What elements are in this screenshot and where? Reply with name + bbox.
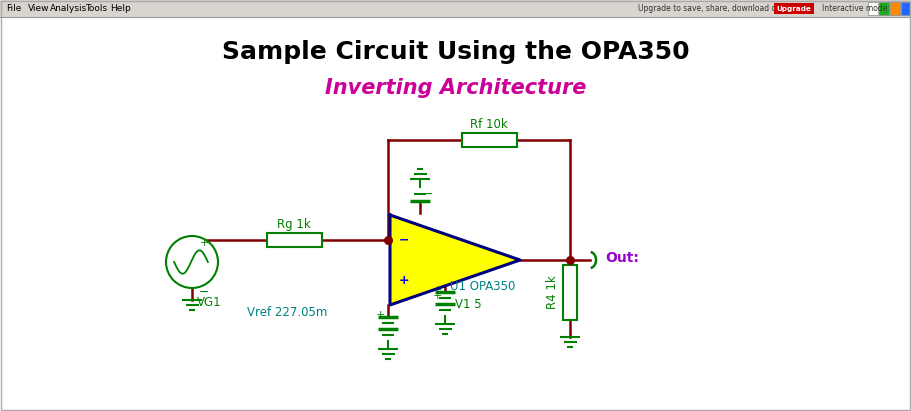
Polygon shape [390,215,520,305]
Text: +: + [399,273,409,286]
Text: Out:: Out: [605,251,639,265]
Text: U1 OPA350: U1 OPA350 [450,279,516,293]
Circle shape [166,236,218,288]
Bar [563,265,577,319]
Text: −: − [199,286,210,298]
Text: +: + [200,238,210,248]
Text: Help: Help [110,4,131,13]
Text: VG1: VG1 [197,296,221,309]
Bar [868,2,878,15]
Text: Vref 227.05m: Vref 227.05m [247,305,327,319]
Text: −: − [424,189,434,199]
Bar [462,133,517,147]
Bar [890,2,900,15]
Text: Inverting Architecture: Inverting Architecture [325,78,587,98]
Text: Analysis: Analysis [50,4,87,13]
Bar [901,2,911,15]
Text: R4 1k: R4 1k [547,275,559,309]
Text: File: File [6,4,21,13]
Text: +: + [376,310,385,320]
Bar [879,2,889,15]
Text: Rf 10k: Rf 10k [470,118,507,131]
Text: +: + [433,291,443,301]
Text: +: + [433,285,443,295]
Text: Sample Circuit Using the OPA350: Sample Circuit Using the OPA350 [222,40,690,64]
Text: Interactive mode:: Interactive mode: [822,4,890,13]
Text: Upgrade: Upgrade [776,5,812,12]
Bar [0,0,911,17]
Text: V1 5: V1 5 [455,298,482,310]
Bar [774,3,814,14]
Bar [267,233,322,247]
Text: −: − [399,233,409,247]
Text: Upgrade to save, share, download circuits: Upgrade to save, share, download circuit… [638,4,799,13]
Text: Rg 1k: Rg 1k [277,217,311,231]
Text: Tools: Tools [85,4,107,13]
Text: View: View [28,4,49,13]
